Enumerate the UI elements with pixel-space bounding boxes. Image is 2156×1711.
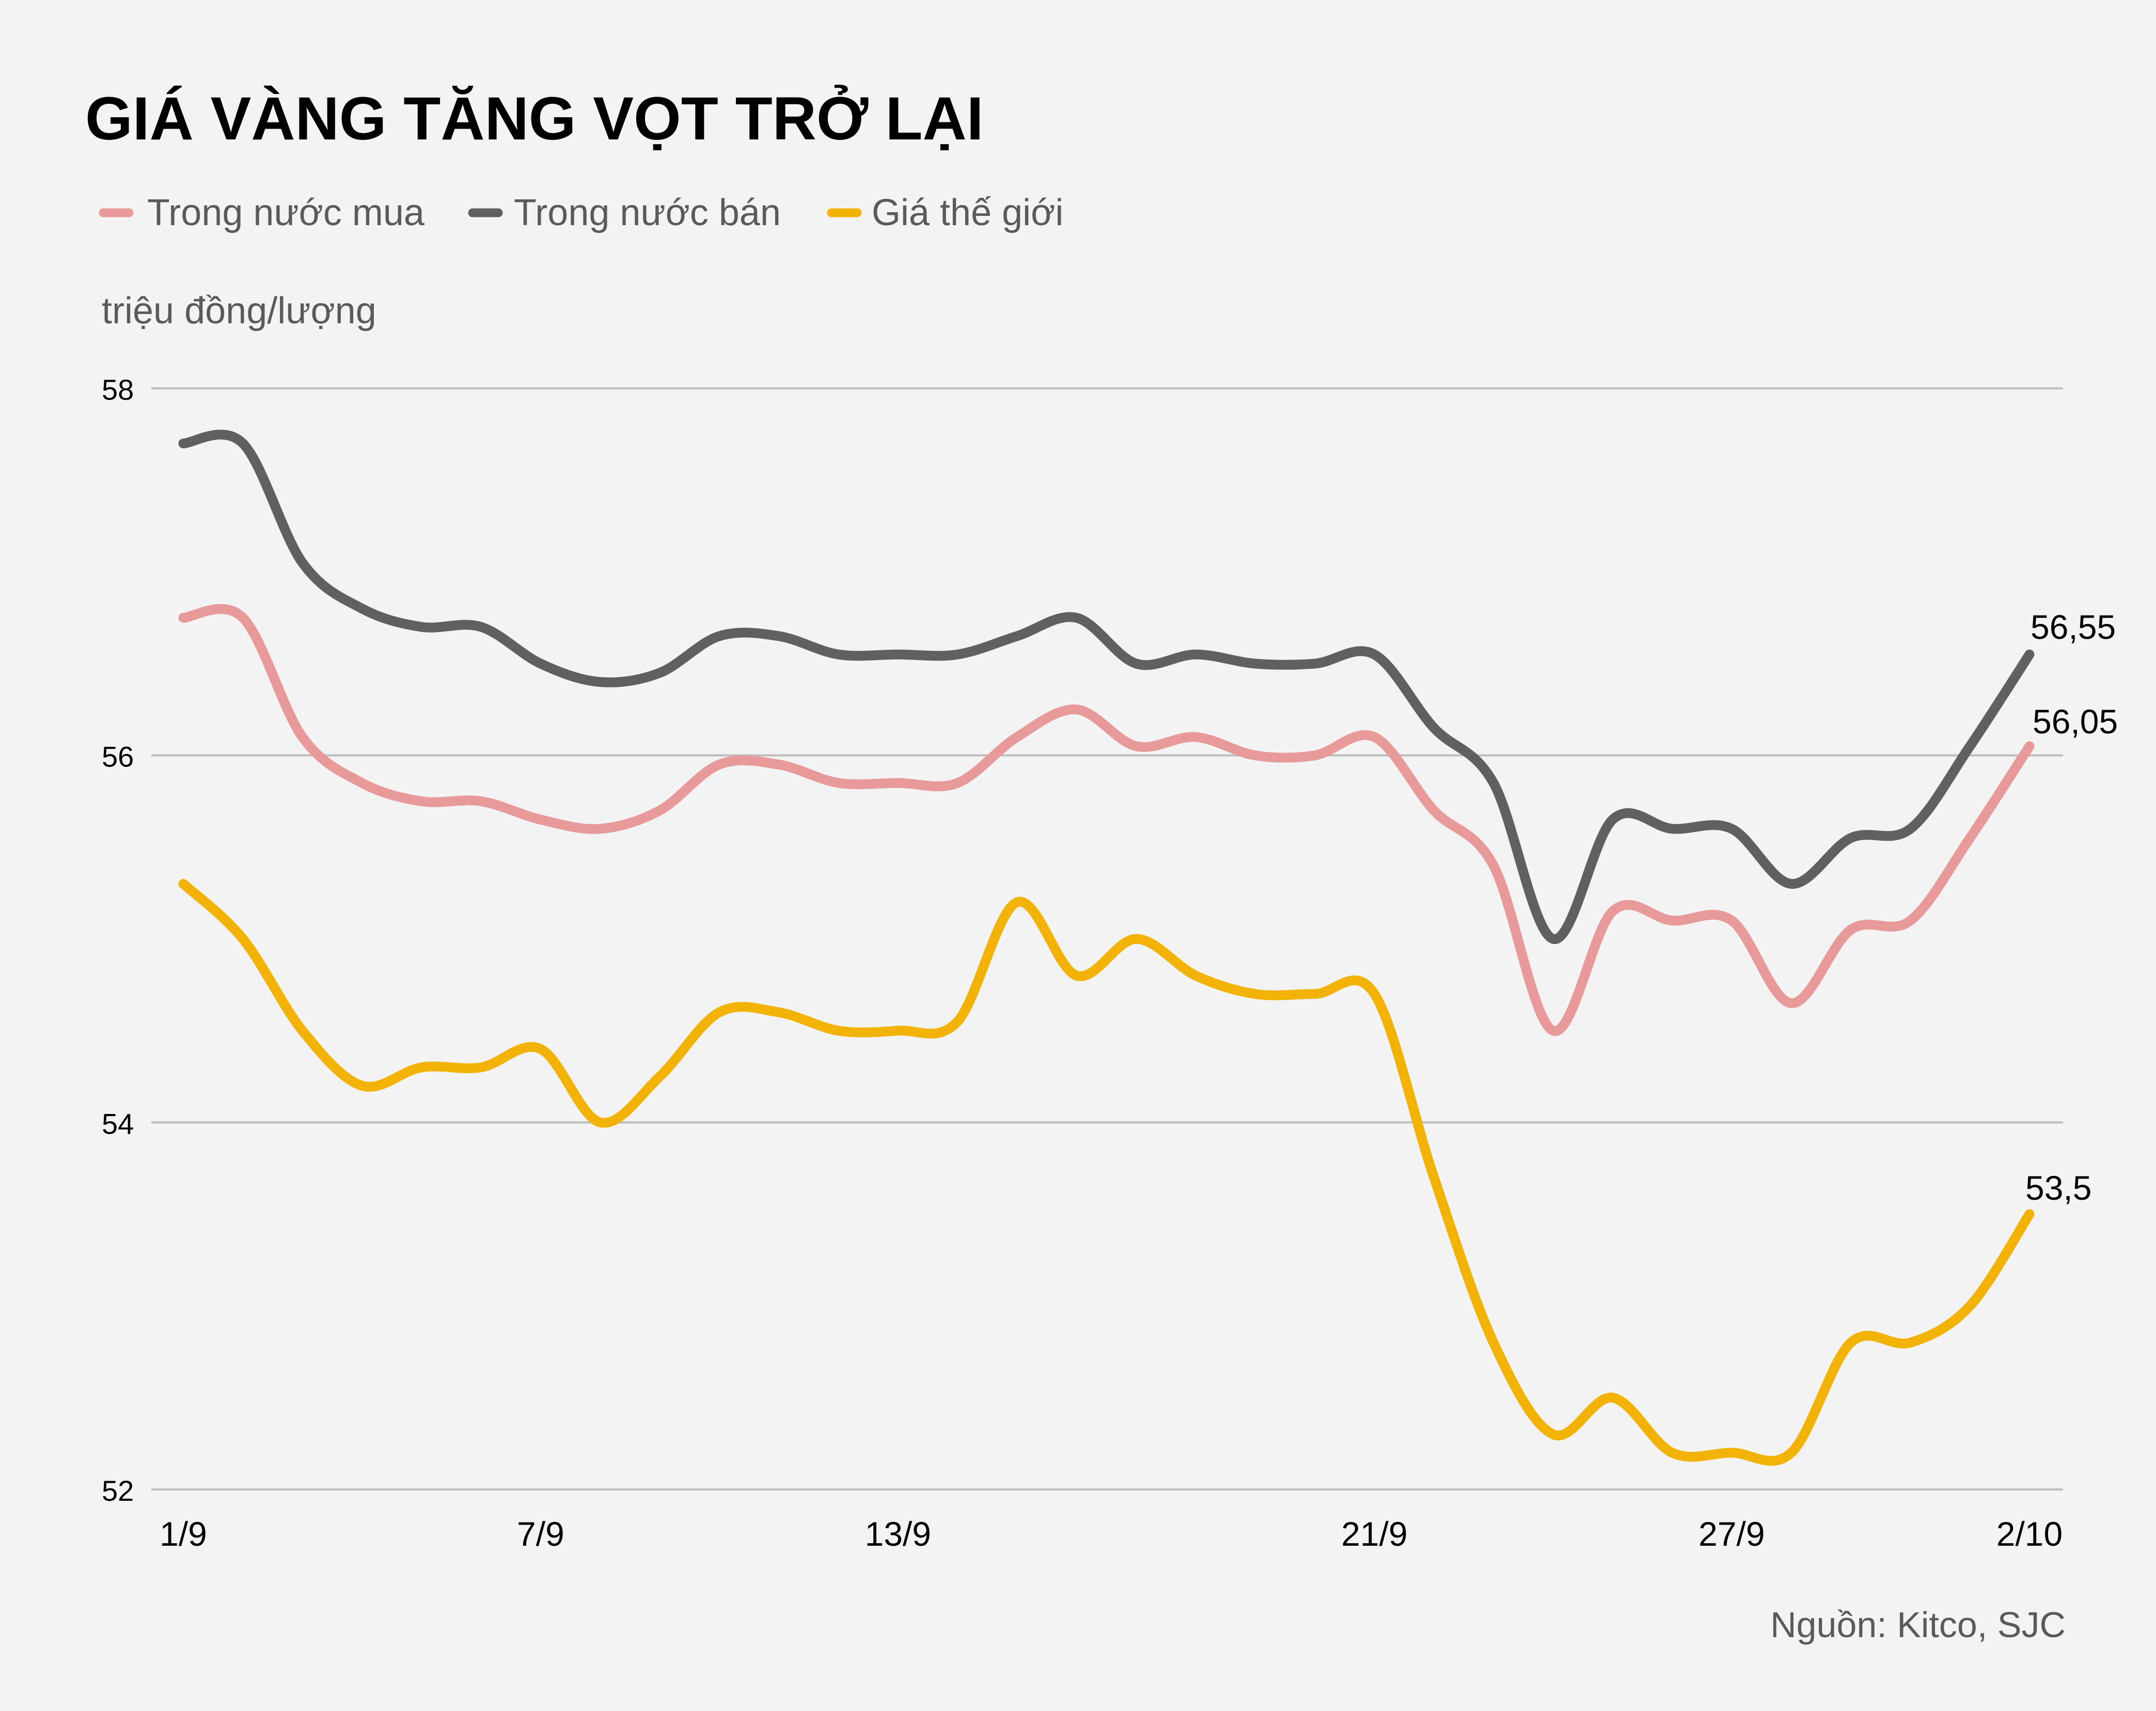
end-label-trong-nuoc-ban: 56,55 xyxy=(2031,608,2116,646)
y-axis-ticks: 58 56 54 52 xyxy=(102,373,134,1507)
y-tick-label-52: 52 xyxy=(102,1474,134,1507)
series-line-trong-nuoc-ban xyxy=(178,430,2035,944)
x-axis-ticks: 1/9 7/9 13/9 21/9 27/9 2/10 xyxy=(160,1515,2063,1553)
source-note: Nguồn: Kitco, SJC xyxy=(1770,1605,2066,1645)
end-label-gia-the-gioi: 53,5 xyxy=(2025,1169,2091,1207)
x-tick-label-0: 1/9 xyxy=(160,1515,207,1553)
x-tick-label-5: 2/10 xyxy=(1996,1515,2063,1553)
chart-title: GIÁ VÀNG TĂNG VỌT TRỞ LẠI xyxy=(85,84,984,153)
series-lines xyxy=(178,430,2035,1466)
legend: Trong nước mua Trong nước bán Giá thế gi… xyxy=(99,192,1063,233)
x-tick-label-2: 13/9 xyxy=(865,1515,931,1553)
gridlines xyxy=(151,387,2063,1490)
y-tick-label-56: 56 xyxy=(102,741,134,773)
y-axis-unit-label: triệu đồng/lượng xyxy=(102,290,376,332)
legend-label-trong-nuoc-mua: Trong nước mua xyxy=(147,192,425,233)
legend-label-gia-the-gioi: Giá thế giới xyxy=(872,192,1063,233)
y-tick-label-58: 58 xyxy=(102,373,134,406)
y-tick-label-54: 54 xyxy=(102,1107,134,1140)
series-line-trong-nuoc-mua xyxy=(178,604,2035,1036)
x-tick-label-4: 27/9 xyxy=(1698,1515,1765,1553)
series-line-gia-the-gioi xyxy=(178,878,2035,1466)
legend-label-trong-nuoc-ban: Trong nước bán xyxy=(514,192,781,233)
x-tick-label-1: 7/9 xyxy=(517,1515,564,1553)
end-label-trong-nuoc-mua: 56,05 xyxy=(2033,702,2118,741)
x-tick-label-3: 21/9 xyxy=(1341,1515,1407,1553)
end-labels: 56,05 56,55 53,5 xyxy=(2025,608,2118,1207)
